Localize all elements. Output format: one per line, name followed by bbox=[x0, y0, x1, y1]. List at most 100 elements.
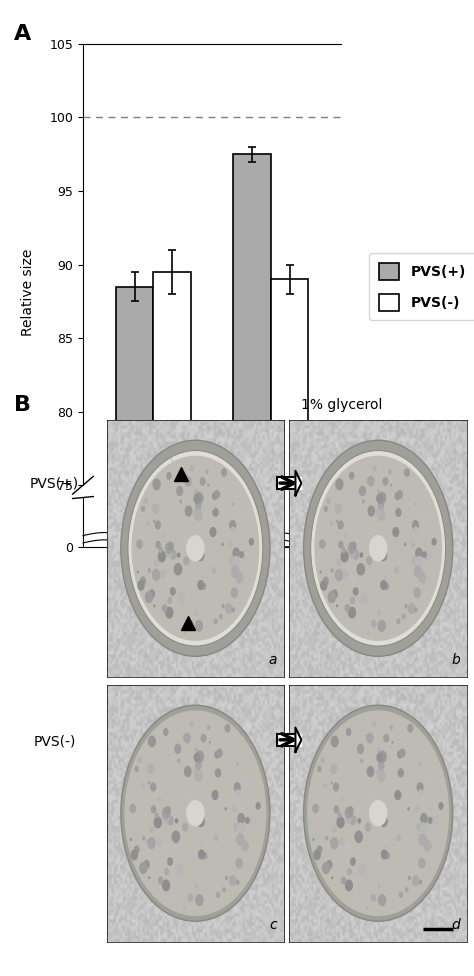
Circle shape bbox=[364, 875, 368, 880]
Circle shape bbox=[429, 807, 431, 810]
Circle shape bbox=[158, 550, 166, 562]
Circle shape bbox=[419, 762, 421, 765]
Circle shape bbox=[371, 894, 376, 902]
Circle shape bbox=[155, 520, 161, 530]
Circle shape bbox=[142, 835, 146, 840]
Circle shape bbox=[166, 575, 171, 583]
Circle shape bbox=[326, 497, 331, 505]
Circle shape bbox=[428, 552, 430, 554]
Circle shape bbox=[194, 508, 202, 521]
Circle shape bbox=[193, 508, 198, 515]
Circle shape bbox=[424, 840, 432, 852]
Circle shape bbox=[145, 591, 153, 603]
Circle shape bbox=[380, 580, 387, 590]
Circle shape bbox=[209, 741, 211, 744]
Circle shape bbox=[365, 823, 371, 832]
Circle shape bbox=[304, 440, 453, 656]
Circle shape bbox=[376, 752, 383, 762]
Text: PVS(-): PVS(-) bbox=[33, 735, 76, 749]
Circle shape bbox=[197, 580, 204, 590]
Circle shape bbox=[177, 552, 181, 557]
Circle shape bbox=[312, 803, 319, 813]
Circle shape bbox=[150, 573, 155, 582]
Circle shape bbox=[240, 543, 242, 546]
Circle shape bbox=[160, 570, 166, 578]
Circle shape bbox=[388, 469, 392, 474]
Circle shape bbox=[162, 534, 164, 538]
Circle shape bbox=[185, 531, 188, 534]
Circle shape bbox=[236, 879, 239, 885]
Circle shape bbox=[153, 604, 155, 607]
Circle shape bbox=[339, 837, 345, 846]
Circle shape bbox=[331, 876, 333, 879]
Circle shape bbox=[345, 879, 353, 891]
Circle shape bbox=[190, 583, 194, 590]
Circle shape bbox=[147, 568, 151, 573]
Circle shape bbox=[234, 782, 241, 793]
Circle shape bbox=[231, 526, 236, 533]
Circle shape bbox=[353, 587, 359, 595]
Circle shape bbox=[378, 761, 384, 770]
Circle shape bbox=[384, 583, 389, 590]
Circle shape bbox=[210, 527, 217, 537]
Circle shape bbox=[162, 807, 170, 819]
Circle shape bbox=[153, 519, 155, 523]
Circle shape bbox=[394, 790, 401, 800]
Circle shape bbox=[390, 725, 393, 730]
Circle shape bbox=[419, 879, 422, 885]
Circle shape bbox=[333, 783, 339, 792]
Circle shape bbox=[392, 741, 393, 744]
Circle shape bbox=[176, 486, 183, 496]
Bar bbox=[233, 0, 271, 547]
Circle shape bbox=[393, 610, 400, 620]
Circle shape bbox=[249, 538, 254, 546]
Circle shape bbox=[184, 631, 187, 634]
Circle shape bbox=[201, 734, 207, 743]
Circle shape bbox=[396, 834, 401, 841]
Circle shape bbox=[222, 887, 226, 893]
Bar bbox=[154, 272, 191, 976]
Circle shape bbox=[362, 619, 366, 625]
Circle shape bbox=[149, 590, 155, 598]
Circle shape bbox=[143, 860, 150, 870]
Circle shape bbox=[140, 577, 146, 585]
Circle shape bbox=[430, 816, 438, 827]
Circle shape bbox=[396, 883, 402, 892]
Circle shape bbox=[193, 769, 198, 776]
Circle shape bbox=[414, 607, 418, 612]
Circle shape bbox=[183, 907, 185, 910]
Circle shape bbox=[148, 782, 150, 785]
Circle shape bbox=[399, 892, 403, 898]
Circle shape bbox=[195, 761, 202, 770]
Circle shape bbox=[124, 711, 266, 916]
Circle shape bbox=[237, 813, 245, 824]
Circle shape bbox=[330, 736, 339, 748]
Circle shape bbox=[322, 862, 330, 874]
Circle shape bbox=[317, 766, 322, 772]
Circle shape bbox=[362, 500, 365, 504]
Circle shape bbox=[229, 875, 237, 886]
Circle shape bbox=[394, 567, 399, 574]
Circle shape bbox=[194, 748, 198, 752]
Circle shape bbox=[175, 818, 178, 824]
Circle shape bbox=[395, 508, 401, 517]
Circle shape bbox=[190, 466, 194, 471]
Circle shape bbox=[313, 849, 321, 860]
Circle shape bbox=[242, 550, 249, 560]
Circle shape bbox=[377, 748, 381, 752]
Circle shape bbox=[212, 492, 218, 500]
Circle shape bbox=[366, 733, 374, 744]
Circle shape bbox=[233, 823, 239, 832]
Circle shape bbox=[405, 887, 409, 893]
Circle shape bbox=[366, 477, 370, 481]
Circle shape bbox=[182, 734, 185, 738]
Circle shape bbox=[212, 508, 219, 517]
Circle shape bbox=[354, 895, 357, 900]
Circle shape bbox=[347, 868, 352, 875]
Circle shape bbox=[330, 763, 337, 774]
Circle shape bbox=[413, 588, 421, 598]
Circle shape bbox=[337, 812, 342, 818]
Circle shape bbox=[164, 868, 169, 875]
Circle shape bbox=[246, 552, 247, 554]
Circle shape bbox=[420, 813, 428, 824]
